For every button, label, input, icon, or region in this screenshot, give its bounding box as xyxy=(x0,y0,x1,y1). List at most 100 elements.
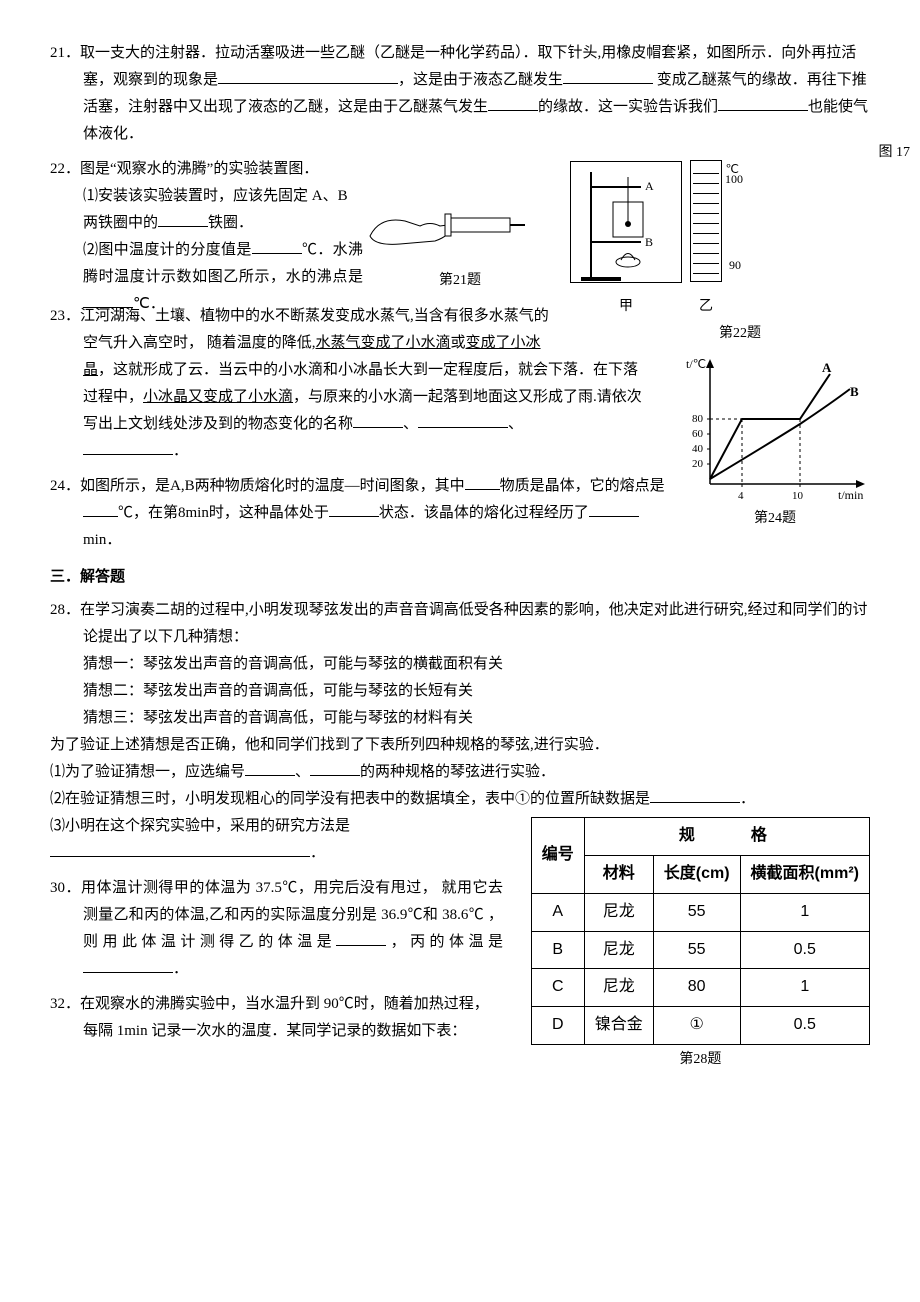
q24-text-b: 物质是晶体，它的熔点是 xyxy=(500,478,665,494)
q23-text-f: 、 xyxy=(508,416,523,432)
q28-guess-2: 猜想二：琴弦发出声音的音调高低，可能与琴弦的长短有关 xyxy=(50,678,870,705)
q21-blank-1[interactable] xyxy=(218,68,398,84)
q23-u1: 水蒸气变成了小水滴 xyxy=(316,335,451,351)
q23-blank-2[interactable] xyxy=(418,412,508,428)
question-30: 30．用体温计测得甲的体温为 37.5℃，用完后没有甩过， 就用它去测量乙和丙的… xyxy=(50,875,503,983)
q30-blank-1[interactable] xyxy=(336,930,386,946)
question-24: 24．如图所示，是A,B两种物质熔化时的温度—时间图象，其中 物质是晶体，它的熔点… xyxy=(50,473,870,554)
svg-text:B: B xyxy=(850,384,859,399)
cell: A xyxy=(531,893,584,931)
q30-text-c: ． xyxy=(173,961,188,977)
th-mat: 材料 xyxy=(584,855,653,893)
svg-text:A: A xyxy=(822,360,832,375)
th-len: 长度(cm) xyxy=(653,855,740,893)
cell: D xyxy=(531,1007,584,1045)
cell: 1 xyxy=(740,893,869,931)
q21-num: 21． xyxy=(50,45,80,61)
q24-text-d: 状态．该晶体的熔化过程经历了 xyxy=(379,505,589,521)
q24-text-a: 如图所示，是A,B两种物质熔化时的温度—时间图象，其中 xyxy=(80,478,465,494)
q23-text-g: ． xyxy=(173,443,188,459)
q21-blank-2[interactable] xyxy=(563,68,653,84)
fig22-caption: 第22题 xyxy=(610,321,870,346)
question-21: 21．取一支大的注射器．拉动活塞吸进一些乙醚（乙醚是一种化学药品）．取下针头,用… xyxy=(50,40,870,148)
question-32: 32．在观察水的沸腾实验中，当水温升到 90℃时，随着加热过程，每隔 1min … xyxy=(50,991,503,1076)
q23-text-e: 、 xyxy=(403,416,418,432)
cell: 尼龙 xyxy=(584,931,653,969)
q28-p3-b: ． xyxy=(310,845,325,861)
q21-text-b: ，这是由于液态乙醚发生 xyxy=(398,72,563,88)
fig17-label: 图 17 xyxy=(879,140,911,165)
q23-blank-1[interactable] xyxy=(353,412,403,428)
section-3-title: 三．解答题 xyxy=(50,564,870,591)
q28-blank-1[interactable] xyxy=(245,760,295,776)
cell: ① xyxy=(653,1007,740,1045)
q28-blank-3[interactable] xyxy=(650,787,740,803)
cell: 55 xyxy=(653,931,740,969)
svg-text:60: 60 xyxy=(692,428,704,440)
q21-blank-3[interactable] xyxy=(488,95,538,111)
q28-blank-2[interactable] xyxy=(310,760,360,776)
q28-p3-a: ⑶小明在这个探究实验中，采用的研究方法是 xyxy=(50,818,350,834)
q23-num: 23． xyxy=(50,308,80,324)
cell: B xyxy=(531,931,584,969)
q22-p2-a: ⑵图中温度计的分度值是 xyxy=(83,242,252,258)
q28-p2-b: ． xyxy=(740,791,755,807)
chart-ylabel: t/℃ xyxy=(686,357,706,371)
q30-blank-2[interactable] xyxy=(83,957,173,973)
q28-p2: ⑵在验证猜想三时，小明发现粗心的同学没有把表中的数据填全，表中①的位置所缺数据是… xyxy=(50,786,870,813)
q28-p1-b: 、 xyxy=(295,764,310,780)
th-area: 横截面积(mm²) xyxy=(740,855,869,893)
question-23: 23．江河湖海、土壤、植物中的水不断蒸发变成水蒸气,当含有很多水蒸气的空气升入高… xyxy=(50,303,643,465)
cell: C xyxy=(531,969,584,1007)
q28-p2-a: ⑵在验证猜想三时，小明发现粗心的同学没有把表中的数据填全，表中①的位置所缺数据是 xyxy=(50,791,650,807)
q32-num: 32． xyxy=(50,996,80,1012)
q28-p3: ⑶小明在这个探究实验中，采用的研究方法是 ． xyxy=(50,813,470,867)
table-row: C 尼龙 80 1 xyxy=(531,969,869,1007)
q24-text-c: ℃，在第8min时，这种晶体处于 xyxy=(118,505,329,521)
q32-text: 在观察水的沸腾实验中，当水温升到 90℃时，随着加热过程，每隔 1min 记录一… xyxy=(80,996,489,1039)
cell: 镍合金 xyxy=(584,1007,653,1045)
th-spec: 规 格 xyxy=(584,818,869,856)
question-28: 28．在学习演奏二胡的过程中,小明发现琴弦发出的声音音调高低受各种因素的影响，他… xyxy=(50,597,870,867)
q21-blank-4[interactable] xyxy=(718,95,808,111)
q28-table: 编号 规 格 材料 长度(cm) 横截面积(mm²) A 尼龙 55 1 B 尼… xyxy=(531,817,870,1045)
q23-u3: 小冰晶又变成了小水滴 xyxy=(143,389,293,405)
cell: 1 xyxy=(740,969,869,1007)
cell: 0.5 xyxy=(740,1007,869,1045)
table-row: B 尼龙 55 0.5 xyxy=(531,931,869,969)
fig-28-table: 编号 规 格 材料 长度(cm) 横截面积(mm²) A 尼龙 55 1 B 尼… xyxy=(531,817,870,1072)
cell: 尼龙 xyxy=(584,969,653,1007)
svg-text:40: 40 xyxy=(692,443,704,455)
q24-blank-3[interactable] xyxy=(329,501,379,517)
cell: 0.5 xyxy=(740,931,869,969)
q22-blank-1[interactable] xyxy=(158,211,208,227)
q28-p1: ⑴为了验证猜想一，应选编号 、 的两种规格的琴弦进行实验． xyxy=(50,759,870,786)
cell: 尼龙 xyxy=(584,893,653,931)
svg-text:80: 80 xyxy=(692,413,704,425)
q24-blank-1[interactable] xyxy=(465,474,500,490)
q24-blank-2[interactable] xyxy=(83,501,118,517)
q23-text-b: 或 xyxy=(451,335,466,351)
q22-p1-b: 铁圈． xyxy=(208,215,253,231)
table-row: A 尼龙 55 1 xyxy=(531,893,869,931)
q28-p1-c: 的两种规格的琴弦进行实验． xyxy=(360,764,555,780)
question-22: 22．图是“观察水的沸腾”的实验装置图． ⑴安装该实验装置时，应该先固定 A、B… xyxy=(50,156,870,318)
q22-blank-2[interactable] xyxy=(252,238,302,254)
q28-guess-3: 猜想三：琴弦发出声音的音调高低，可能与琴弦的材料有关 xyxy=(50,705,870,732)
q28-blank-4[interactable] xyxy=(50,841,310,857)
table-row: D 镍合金 ① 0.5 xyxy=(531,1007,869,1045)
q28-num: 28． xyxy=(50,602,80,618)
q23-blank-3[interactable] xyxy=(83,439,173,455)
q22-num: 22． xyxy=(50,161,80,177)
q24-num: 24． xyxy=(50,478,80,494)
svg-text:20: 20 xyxy=(692,458,704,470)
cell: 55 xyxy=(653,893,740,931)
fig28-caption: 第28题 xyxy=(531,1047,870,1072)
q28-lead: 为了验证上述猜想是否正确，他和同学们找到了下表所列四种规格的琴弦,进行实验． xyxy=(50,732,870,759)
q21-text-d: 的缘故．这一实验告诉我们 xyxy=(538,99,718,115)
q30-num: 30． xyxy=(50,880,81,896)
q30-text-b: ，丙的体温是 xyxy=(386,934,503,950)
th-num: 编号 xyxy=(531,818,584,894)
q24-blank-4[interactable] xyxy=(589,501,639,517)
q28-p1-a: ⑴为了验证猜想一，应选编号 xyxy=(50,764,245,780)
